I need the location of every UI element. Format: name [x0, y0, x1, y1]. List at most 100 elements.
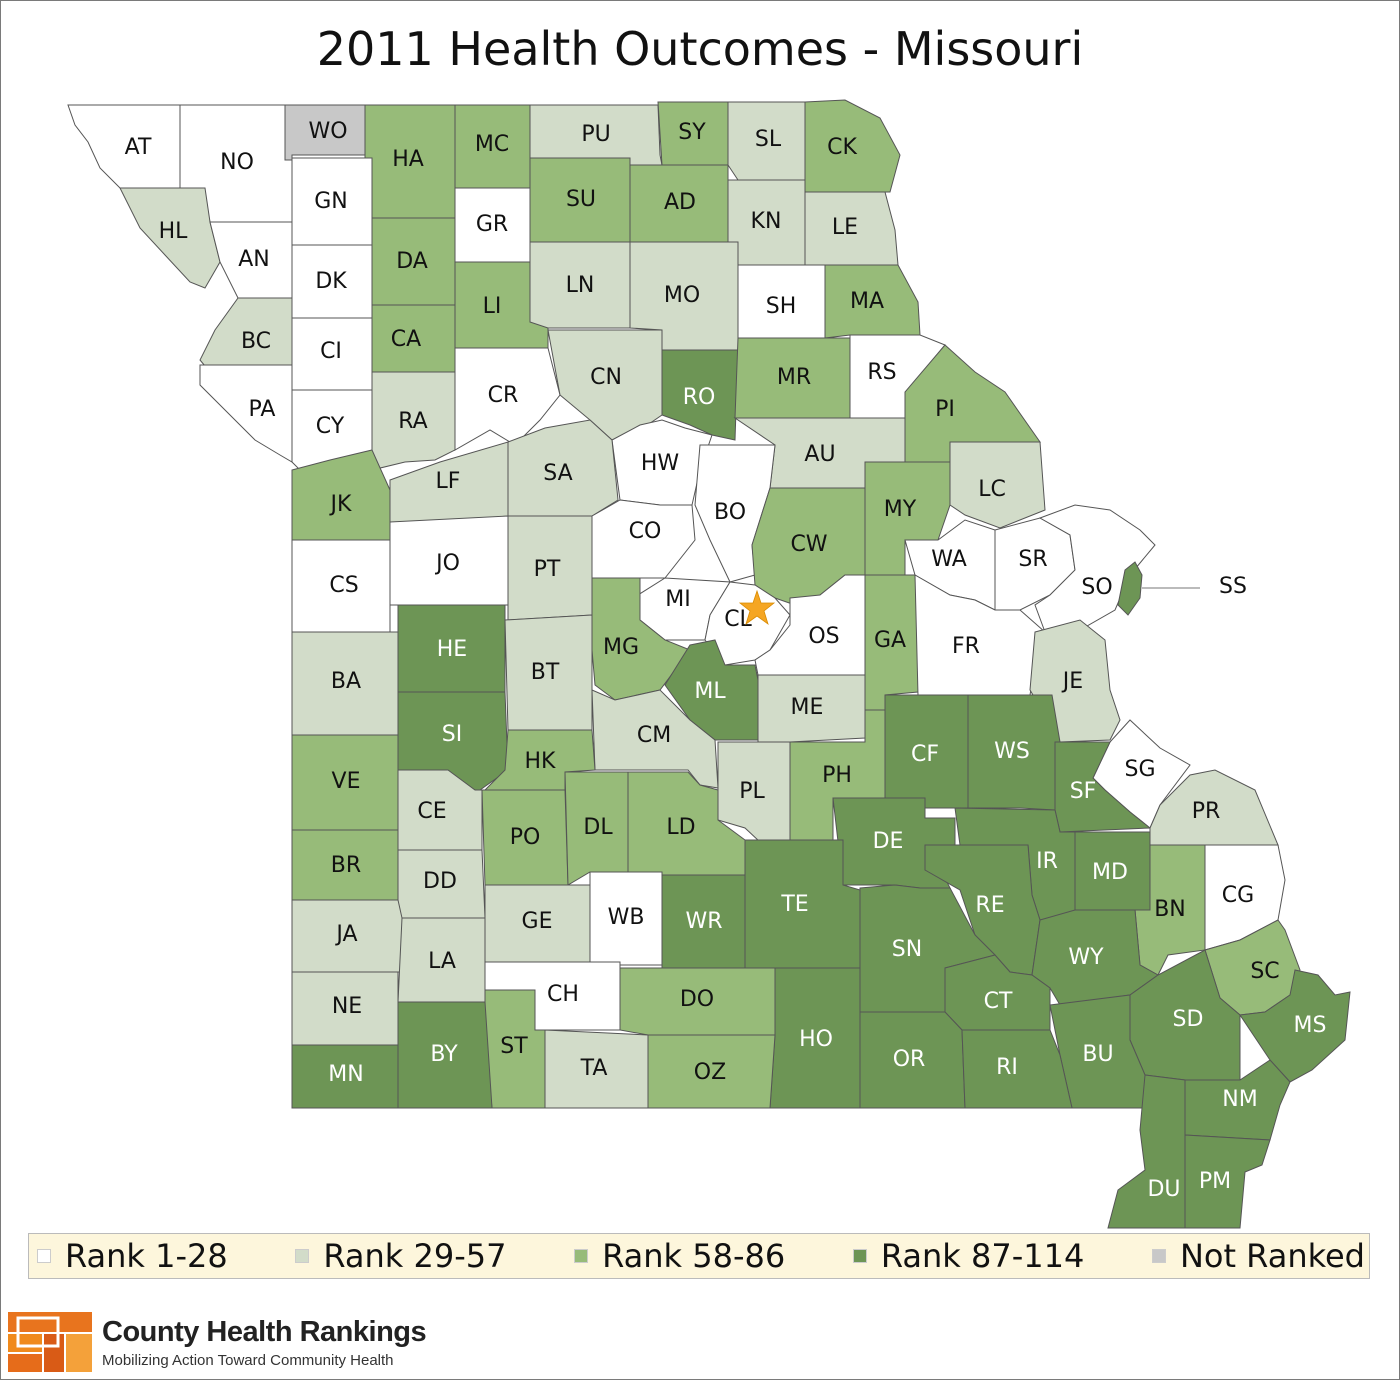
county-label-co: CO	[629, 519, 662, 544]
county-label-fr: FR	[952, 634, 980, 659]
county-mn	[291, 1044, 399, 1109]
county-pa	[199, 364, 293, 463]
county-label-ch: CH	[547, 982, 579, 1007]
county-label-la: LA	[428, 949, 456, 974]
county-label-ri: RI	[996, 1055, 1018, 1080]
county-label-oz: OZ	[694, 1060, 726, 1085]
county-label-dk: DK	[315, 269, 347, 294]
legend-label: Rank 87-114	[880, 1237, 1085, 1275]
legend-item-rank-29-57: Rank 29-57	[295, 1237, 506, 1275]
county-label-au: AU	[804, 442, 835, 467]
county-label-nm: NM	[1222, 1087, 1257, 1112]
county-label-ml: ML	[694, 679, 726, 704]
county-label-mn: MN	[328, 1062, 363, 1087]
county-label-bo: BO	[714, 500, 746, 525]
county-label-sn: SN	[892, 937, 922, 962]
county-label-ir: IR	[1036, 849, 1058, 874]
county-label-md: MD	[1092, 860, 1128, 885]
county-label-je: JE	[1061, 669, 1083, 694]
county-label-re: RE	[975, 893, 1004, 918]
county-label-gn: GN	[314, 189, 348, 214]
county-label-at: AT	[125, 135, 152, 160]
county-label-sf: SF	[1070, 779, 1097, 804]
legend-item-rank-1-28: Rank 1-28	[37, 1237, 228, 1275]
county-label-pa: PA	[249, 397, 276, 422]
county-label-no: NO	[220, 150, 254, 175]
county-label-my: MY	[884, 497, 917, 522]
county-label-ph: PH	[822, 763, 852, 788]
county-label-hw: HW	[641, 451, 680, 476]
county-me	[757, 674, 866, 743]
county-label-mg: MG	[603, 635, 639, 660]
county-label-os: OS	[808, 624, 839, 649]
county-label-cr: CR	[488, 383, 519, 408]
county-label-pi: PI	[935, 397, 955, 422]
county-label-ca: CA	[391, 327, 421, 352]
county-label-wo: WO	[308, 119, 347, 144]
county-label-bt: BT	[531, 660, 560, 685]
legend-item-rank-87-114: Rank 87-114	[852, 1237, 1085, 1275]
map-title: 2011 Health Outcomes - Missouri	[316, 22, 1084, 76]
county-label-su: SU	[566, 187, 596, 212]
county-label-dd: DD	[423, 869, 457, 894]
county-label-li: LI	[483, 294, 502, 319]
county-label-do: DO	[680, 987, 714, 1012]
capital-star-icon	[738, 589, 776, 626]
county-label-pm: PM	[1199, 1169, 1231, 1194]
county-label-ge: GE	[522, 909, 553, 934]
legend-swatch	[1151, 1249, 1166, 1263]
county-label-so: SO	[1081, 575, 1112, 600]
legend-swatch	[574, 1249, 589, 1263]
county-ln	[529, 241, 631, 329]
county-label-po: PO	[510, 825, 541, 850]
county-label-bc: BC	[241, 329, 271, 354]
legend: Rank 1-28 Rank 29-57 Rank 58-86 Rank 87-…	[28, 1233, 1370, 1279]
county-label-mo: MO	[664, 283, 700, 308]
county-label-ld: LD	[666, 815, 695, 840]
county-label-rs: RS	[867, 360, 896, 385]
county-label-gr: GR	[476, 212, 508, 237]
county-label-ss: SS	[1219, 574, 1247, 599]
county-label-cf: CF	[911, 742, 939, 767]
county-label-pu: PU	[581, 122, 610, 147]
county-label-cw: CW	[790, 532, 827, 557]
county-label-ha: HA	[392, 147, 424, 172]
county-label-le: LE	[832, 215, 858, 240]
legend-item-not-ranked: Not Ranked	[1151, 1237, 1365, 1275]
county-label-si: SI	[442, 722, 462, 747]
county-label-he: HE	[437, 637, 467, 662]
county-health-rankings-logo-icon	[8, 1312, 92, 1372]
county-label-ms: MS	[1294, 1013, 1327, 1038]
legend-swatch	[295, 1249, 310, 1263]
county-label-jo: JO	[434, 551, 460, 576]
county-label-da: DA	[396, 249, 428, 274]
county-cr	[454, 347, 561, 451]
county-label-bu: BU	[1082, 1042, 1113, 1067]
county-label-sg: SG	[1124, 757, 1155, 782]
county-label-cs: CS	[329, 573, 358, 598]
county-label-mi: MI	[665, 587, 690, 612]
county-label-lc: LC	[978, 477, 1006, 502]
county-label-ga: GA	[874, 628, 906, 653]
county-label-bn: BN	[1154, 897, 1186, 922]
county-label-me: ME	[791, 695, 824, 720]
county-label-st: ST	[500, 1034, 528, 1059]
county-label-sr: SR	[1018, 547, 1047, 572]
county-label-ck: CK	[827, 135, 857, 160]
county-label-hk: HK	[525, 749, 557, 774]
county-label-cn: CN	[590, 365, 622, 390]
county-label-ad: AD	[664, 190, 696, 215]
county-label-ve: VE	[332, 769, 361, 794]
county-label-ln: LN	[566, 273, 595, 298]
county-oz	[647, 1034, 776, 1109]
county-label-ci: CI	[320, 339, 342, 364]
county-label-sl: SL	[755, 127, 782, 152]
legend-label: Rank 58-86	[602, 1237, 786, 1275]
county-label-kn: KN	[751, 209, 782, 234]
county-label-ho: HO	[799, 1027, 833, 1052]
legend-swatch	[852, 1249, 867, 1263]
legend-label: Rank 1-28	[65, 1237, 228, 1275]
county-label-sh: SH	[766, 294, 797, 319]
brand-name: County Health Rankings	[102, 1316, 427, 1348]
legend-label: Not Ranked	[1179, 1237, 1365, 1275]
